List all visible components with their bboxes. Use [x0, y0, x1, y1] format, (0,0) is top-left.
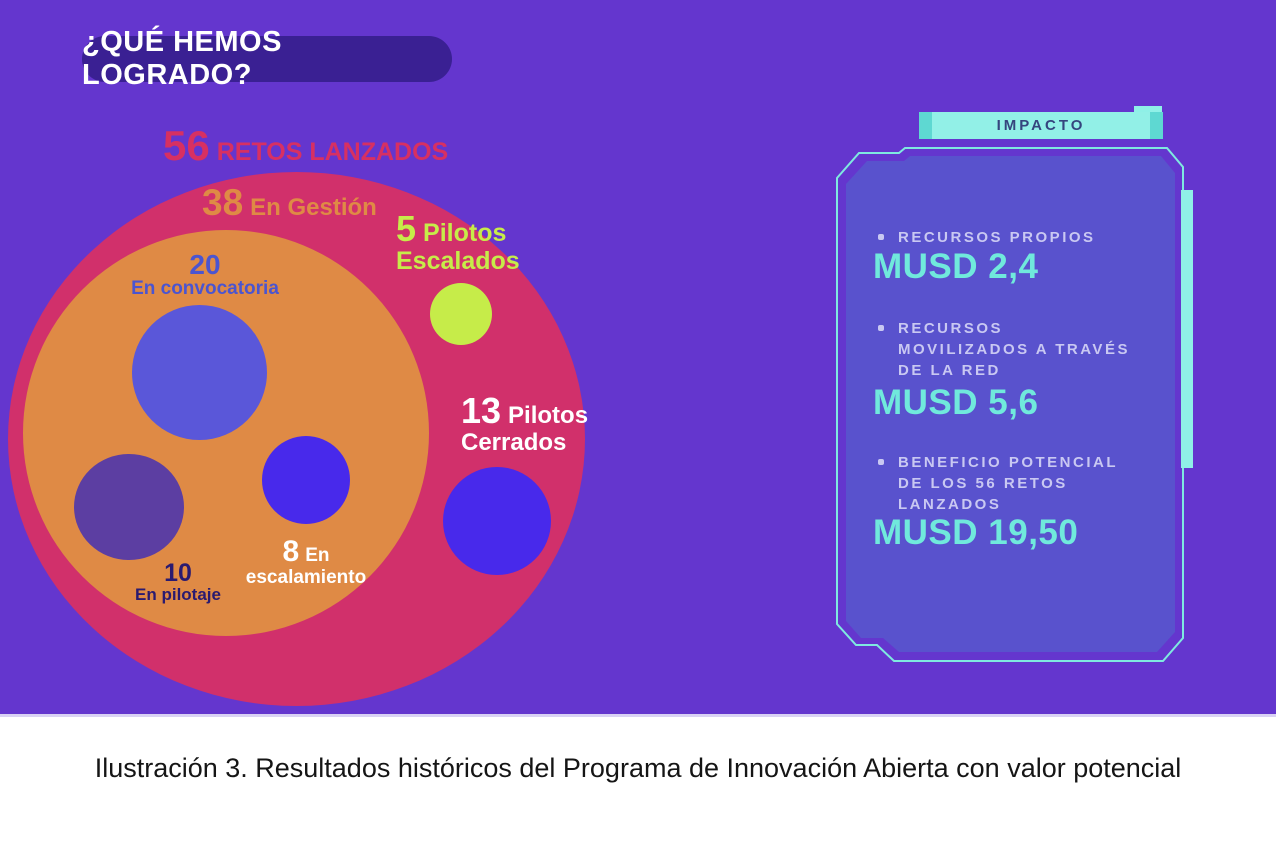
- impacto-item-value: MUSD 2,4: [873, 247, 1039, 286]
- label-pilotos-escalados: 5 Pilotos Escalados: [396, 210, 520, 274]
- bullet-icon: [878, 325, 884, 331]
- impacto-item-value: MUSD 5,6: [873, 383, 1039, 422]
- gestion-text: En Gestión: [250, 194, 377, 221]
- impacto-tab-title: IMPACTO: [996, 117, 1086, 134]
- escalados-text-1: Pilotos: [423, 219, 507, 247]
- header-question: ¿QUÉ HEMOS LOGRADO?: [82, 26, 282, 91]
- escalados-count: 5: [396, 208, 417, 249]
- impacto-tab-cap-right: [1150, 112, 1163, 139]
- header-pill: ¿QUÉ HEMOS LOGRADO?: [82, 26, 452, 91]
- escalamiento-count: 8: [282, 535, 300, 568]
- escalamiento-text-1: En: [305, 545, 330, 566]
- infographic-canvas: ¿QUÉ HEMOS LOGRADO? 56 RETOS LANZADOS 38 E…: [0, 0, 1276, 717]
- gestion-count: 38: [202, 182, 244, 223]
- impacto-tab-bar: [919, 112, 1163, 139]
- cerrados-text-1: Pilotos: [508, 402, 589, 429]
- bubble-pilotos-escalados: [430, 283, 492, 345]
- label-retos-lanzados: 56 RETOS LANZADOS: [163, 122, 449, 169]
- impacto-side-accent-bar: [1181, 190, 1193, 468]
- impacto-panel-border: [836, 147, 1184, 662]
- pilotaje-count: 10: [164, 559, 192, 587]
- impacto-tab-step: [1134, 106, 1162, 116]
- pilotaje-text: En pilotaje: [135, 585, 221, 605]
- figure-caption: Ilustración 3. Resultados históricos del…: [94, 753, 1182, 783]
- impacto-tab-cap-left: [919, 112, 932, 139]
- label-en-gestion: 38 En Gestión: [202, 182, 377, 223]
- label-en-pilotaje: 10 En pilotaje: [108, 560, 248, 604]
- cerrados-text-2: Cerrados: [461, 428, 567, 456]
- bubble-pilotos-cerrados: [443, 467, 551, 575]
- bubble-en-convocatoria: [132, 305, 267, 440]
- label-pilotos-cerrados: 13 Pilotos Cerrados: [461, 392, 588, 455]
- impacto-panel-fill: [846, 156, 1175, 652]
- impacto-item-label: RECURSOS PROPIOS: [898, 229, 1096, 246]
- bullet-icon: [878, 234, 884, 240]
- impacto-item-label: BENEFICIO POTENCIAL DE LOS 56 RETOS LANZ…: [898, 454, 1119, 513]
- escalados-text-2: Escalados: [396, 246, 520, 275]
- bubble-en-pilotaje: [74, 454, 184, 560]
- impacto-item-value: MUSD 19,50: [873, 513, 1079, 552]
- label-en-convocatoria: 20 En convocatoria: [125, 250, 285, 299]
- retos-count: 56: [163, 122, 210, 169]
- escalamiento-text-2: escalamiento: [245, 566, 367, 588]
- cerrados-count: 13: [461, 390, 502, 431]
- convocatoria-count: 20: [189, 249, 221, 280]
- bubble-en-escalamiento: [262, 436, 350, 524]
- label-en-escalamiento: 8 En escalamiento: [226, 536, 386, 587]
- impacto-panel-frame: [836, 106, 1193, 662]
- retos-text: RETOS LANZADOS: [216, 138, 449, 166]
- convocatoria-text: En convocatoria: [131, 278, 279, 300]
- impacto-item-label: RECURSOS MOVILIZADOS A TRAVÉS DE LA RED: [898, 320, 1130, 379]
- bullet-icon: [878, 459, 884, 465]
